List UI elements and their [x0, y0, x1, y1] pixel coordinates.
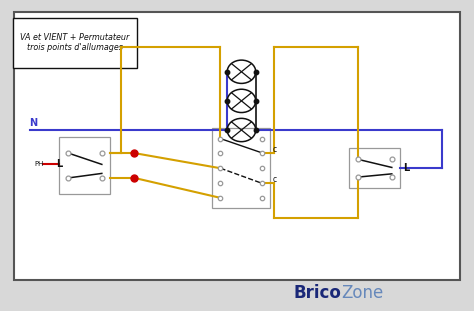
Text: Zone: Zone — [341, 284, 383, 302]
Text: L: L — [403, 163, 410, 173]
Text: c: c — [273, 175, 277, 184]
Text: Brico: Brico — [293, 284, 341, 302]
Bar — [348, 148, 400, 188]
Text: N: N — [29, 118, 37, 128]
Bar — [212, 128, 271, 208]
Bar — [59, 137, 110, 194]
Text: L: L — [56, 159, 63, 169]
FancyBboxPatch shape — [13, 17, 137, 68]
Text: VA et VIENT + Permutateur
trois points d'allumages: VA et VIENT + Permutateur trois points d… — [20, 33, 130, 52]
Text: c: c — [273, 145, 277, 154]
Text: PH: PH — [34, 161, 44, 167]
